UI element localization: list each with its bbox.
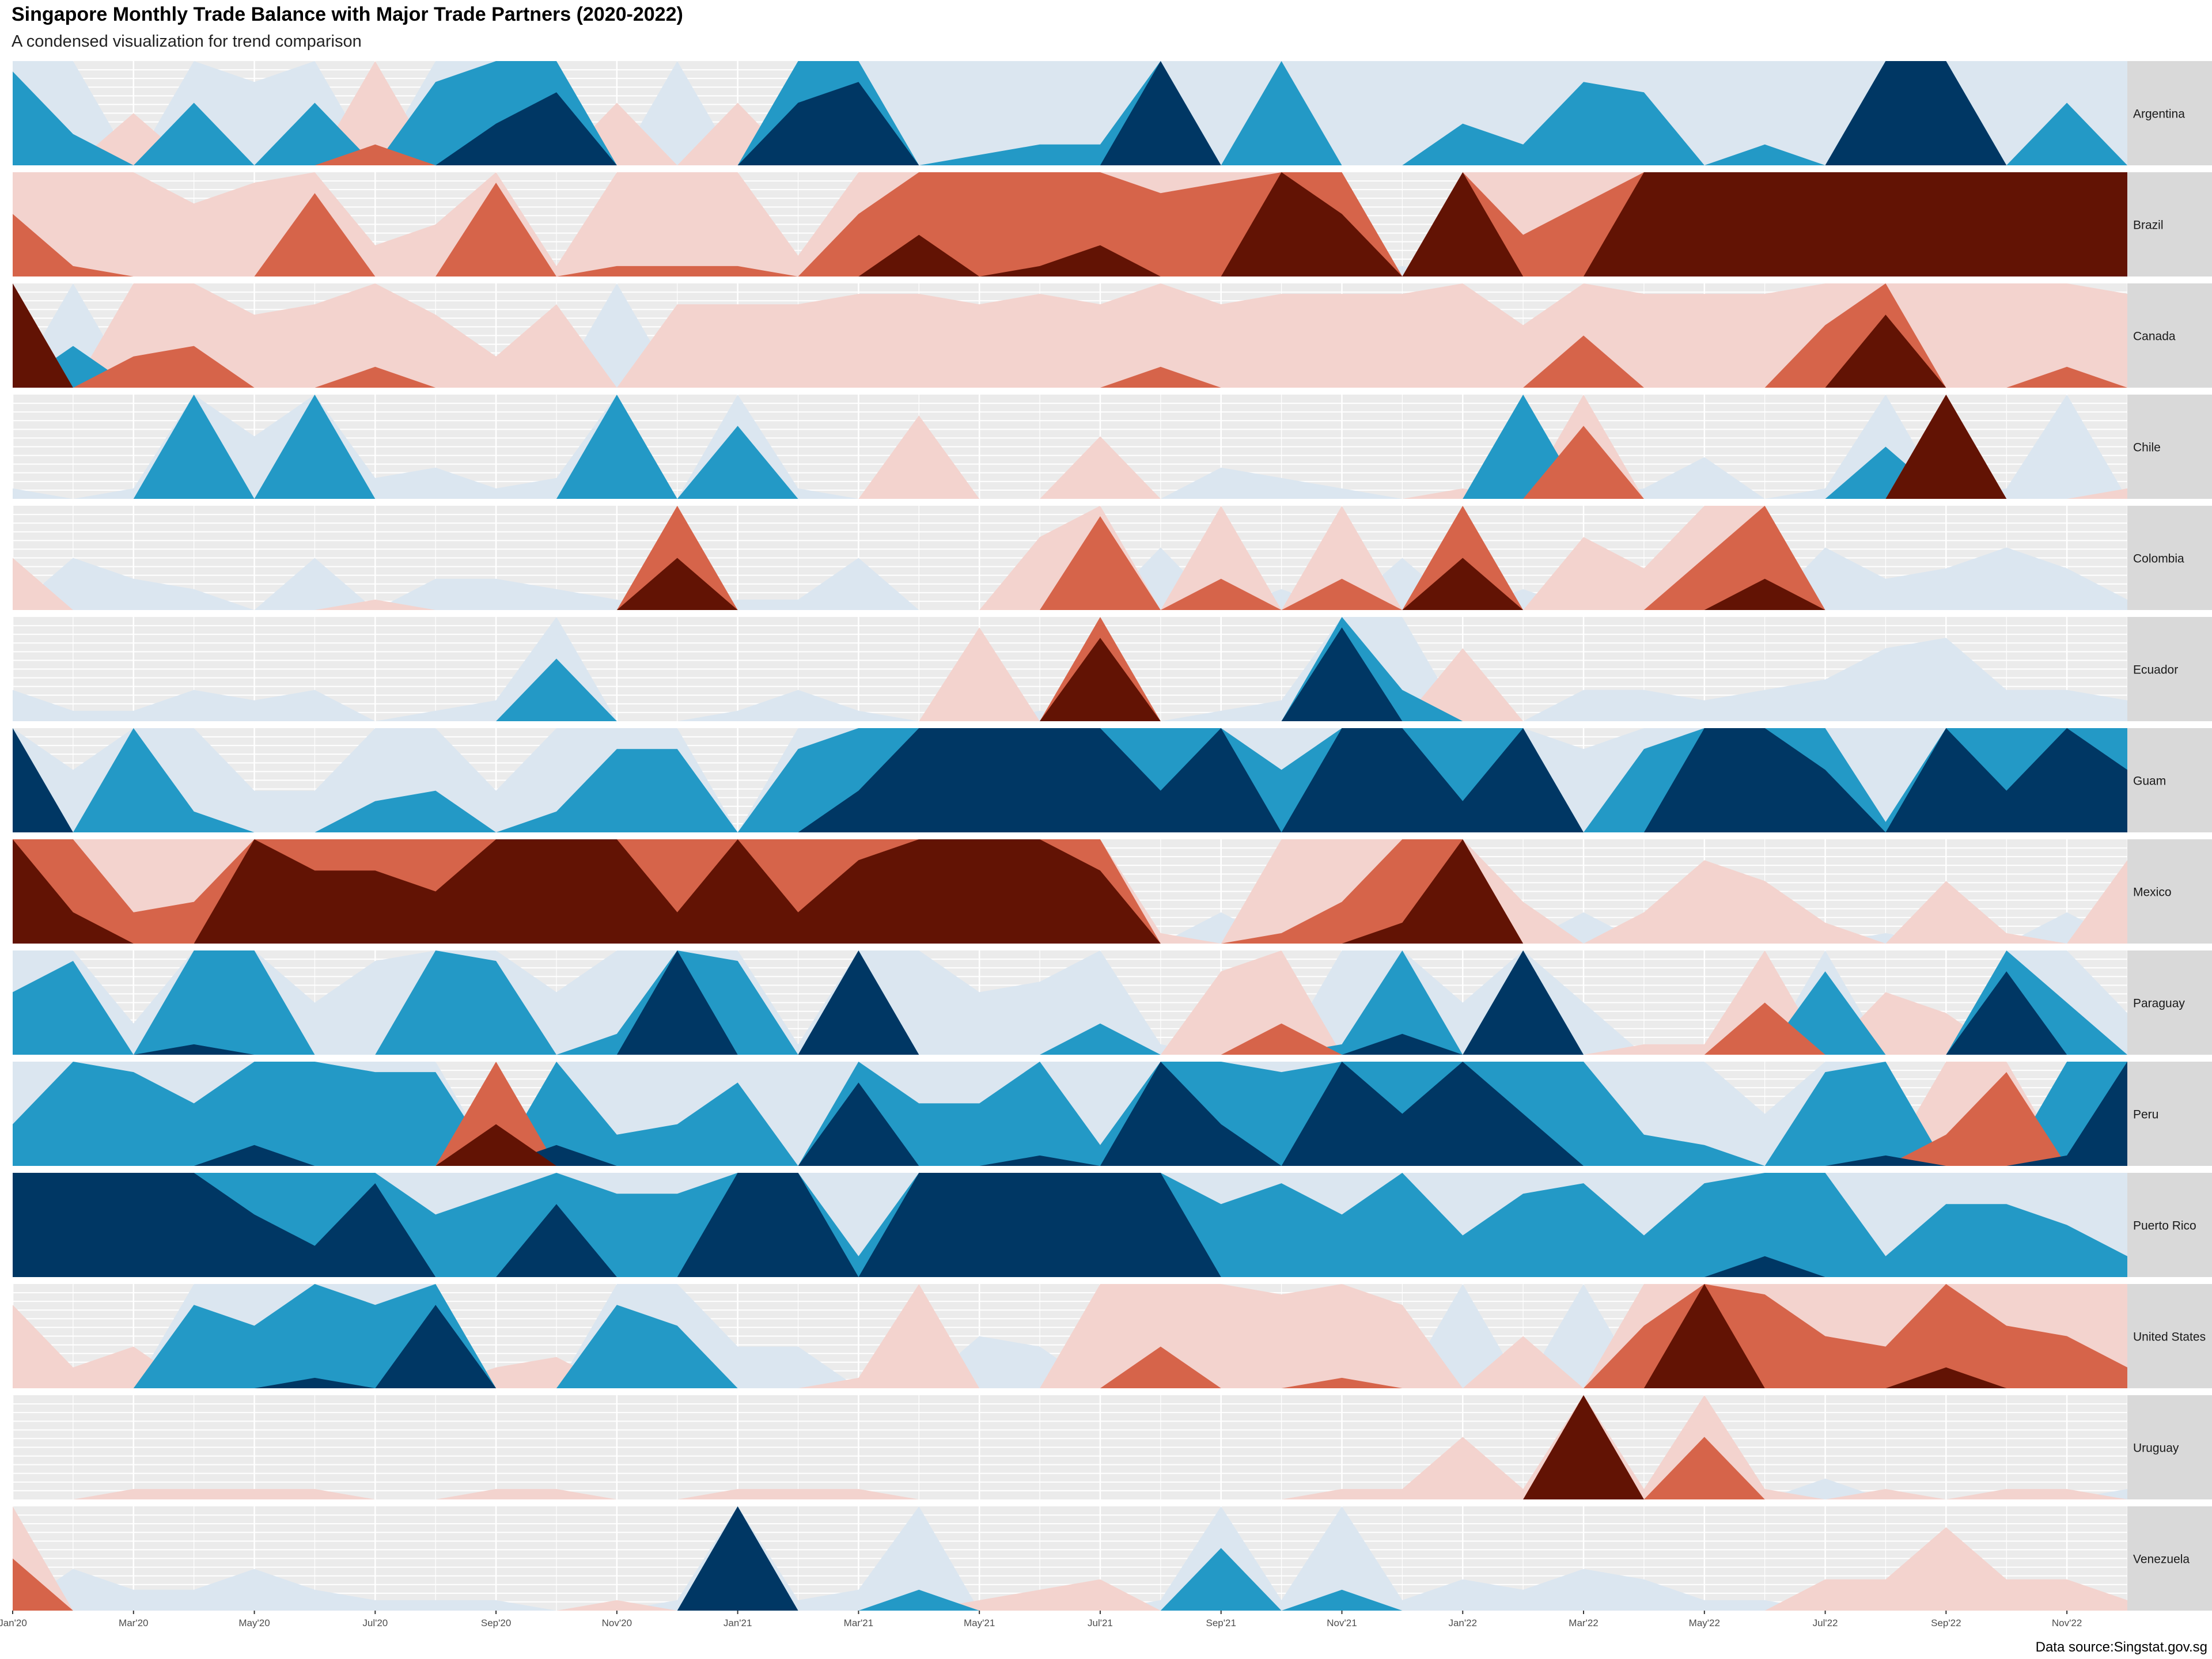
x-tick-label: Nov'22 [2052, 1618, 2082, 1628]
positive-band-3 [13, 728, 2127, 832]
panel-guam: Guam [12, 728, 2212, 832]
negative-band-2 [13, 1062, 2127, 1166]
x-tick-label: Sep'20 [481, 1618, 511, 1628]
facet-label: Mexico [2133, 886, 2172, 899]
positive-band-2 [13, 1062, 2127, 1166]
facet-strip [2127, 283, 2212, 388]
facet-label: Argentina [2133, 108, 2185, 121]
x-tick-label: Jan'21 [724, 1618, 752, 1628]
negative-band-3 [13, 172, 2127, 276]
x-tick-label: Jul'21 [1088, 1618, 1113, 1628]
negative-band-2 [13, 617, 2127, 721]
x-tick-label: Mar'20 [119, 1618, 148, 1628]
positive-band-1 [13, 547, 2127, 610]
facet-label: Puerto Rico [2133, 1219, 2196, 1233]
panel-brazil: Brazil [12, 172, 2212, 276]
facet-label: Brazil [2133, 219, 2164, 232]
facet-label: Paraguay [2133, 997, 2185, 1010]
negative-band-1 [13, 1506, 2127, 1611]
x-tick-label: May'22 [1689, 1618, 1720, 1628]
facet-label: Peru [2133, 1108, 2158, 1122]
x-tick-label: Jul'20 [362, 1618, 388, 1628]
negative-band-2 [13, 283, 2127, 388]
panel-colombia: Colombia [12, 506, 2212, 610]
facet-strip [2127, 1173, 2212, 1277]
panel-peru: Peru [12, 1062, 2212, 1166]
x-tick-label: Nov'21 [1327, 1618, 1357, 1628]
facet-strip [2127, 61, 2212, 165]
facet-label: Guam [2133, 775, 2166, 788]
x-axis: Jan'20 Mar'20 May'20 Jul'20 Sep'20 Nov'20 Jan'… [0, 1611, 2082, 1628]
positive-band-1 [13, 1506, 2127, 1611]
facet-label: Uruguay [2133, 1442, 2179, 1455]
facet-strip [2127, 1395, 2212, 1499]
chart-caption: Data source:Singstat.gov.sg [2035, 1639, 2207, 1655]
facet-strip [2127, 617, 2212, 721]
facet-label: Ecuador [2133, 664, 2178, 677]
positive-band-3 [13, 1062, 2127, 1166]
negative-band-3 [13, 839, 2127, 944]
facet-strip [2127, 950, 2212, 1055]
facet-label: Colombia [2133, 552, 2184, 566]
panel-argentina: Argentina [12, 61, 2212, 165]
negative-band-3 [13, 1395, 2127, 1499]
negative-band-3 [13, 395, 2127, 499]
panel-paraguay: Paraguay [12, 950, 2212, 1055]
facet-strip [2127, 172, 2212, 276]
chart-title: Singapore Monthly Trade Balance with Maj… [12, 3, 683, 25]
negative-band-1 [13, 1284, 2127, 1388]
x-tick-label: Sep'22 [1931, 1618, 1961, 1628]
positive-band-3 [13, 61, 2127, 165]
facet-label: Venezuela [2133, 1553, 2190, 1566]
chart-subtitle: A condensed visualization for trend comp… [12, 32, 362, 51]
facet-strip [2127, 728, 2212, 832]
x-tick-label: Jan'20 [0, 1618, 27, 1628]
panel-mexico: Mexico [12, 839, 2212, 944]
negative-band-3 [13, 1124, 2127, 1166]
positive-band-3 [13, 1173, 2127, 1277]
facet-strip [2127, 1062, 2212, 1166]
facet-label: Canada [2133, 330, 2176, 343]
panel-ecuador: Ecuador [12, 617, 2212, 721]
positive-band-3 [13, 1305, 2127, 1388]
x-tick-label: Jul'22 [1813, 1618, 1838, 1628]
positive-band-2 [13, 617, 2127, 721]
facet-strip [2127, 839, 2212, 944]
facet-label: United States [2133, 1331, 2206, 1344]
negative-band-3 [13, 283, 2127, 388]
facet-strip [2127, 1506, 2212, 1611]
panel-venezuela: Venezuela [12, 1506, 2212, 1611]
facet-strip [2127, 395, 2212, 499]
panel-canada: Canada [12, 283, 2212, 388]
x-tick-label: Nov'20 [602, 1618, 632, 1628]
x-tick-label: May'20 [238, 1618, 270, 1628]
x-tick-label: May'21 [964, 1618, 995, 1628]
negative-band-1 [13, 950, 2127, 1055]
negative-band-2 [13, 395, 2127, 499]
panel-united-states: United States [12, 1284, 2212, 1388]
negative-band-1 [13, 506, 2127, 610]
panel-puerto-rico: Puerto Rico [12, 1173, 2212, 1277]
x-tick-label: Sep'21 [1206, 1618, 1236, 1628]
negative-band-3 [13, 1284, 2127, 1388]
x-tick-label: Mar'21 [844, 1618, 873, 1628]
x-tick-label: Jan'22 [1448, 1618, 1477, 1628]
negative-band-3 [13, 638, 2127, 721]
facet-strip [2127, 506, 2212, 610]
facet-label: Chile [2133, 441, 2161, 454]
panel-uruguay: Uruguay [12, 1395, 2212, 1499]
panel-chile: Chile [12, 395, 2212, 499]
positive-band-2 [13, 950, 2127, 1055]
facet-strip [2127, 1284, 2212, 1388]
negative-band-2 [13, 506, 2127, 610]
positive-band-1 [13, 950, 2127, 1055]
x-tick-label: Mar'22 [1569, 1618, 1598, 1628]
